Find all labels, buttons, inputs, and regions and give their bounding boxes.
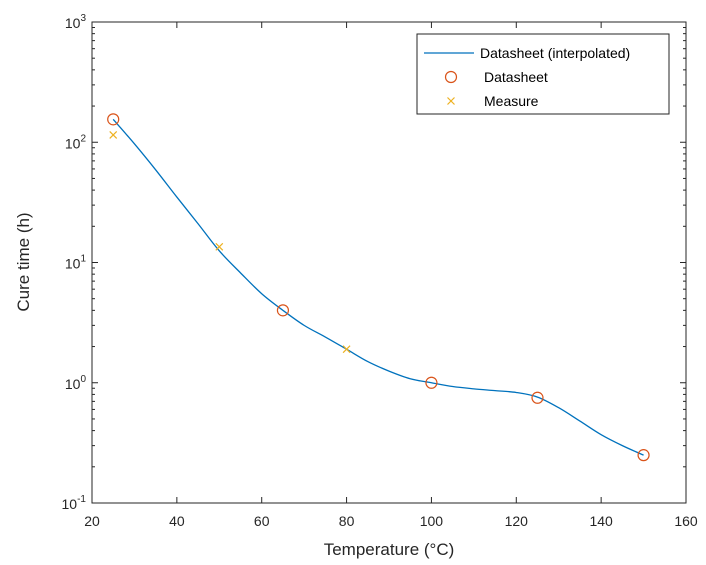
y-tick-label: 100 bbox=[65, 374, 87, 392]
x-tick-label: 140 bbox=[589, 513, 613, 529]
datasheet-point bbox=[531, 391, 544, 404]
legend: Datasheet (interpolated) Datasheet Measu… bbox=[416, 33, 670, 115]
y-axis-label: Cure time (h) bbox=[14, 212, 33, 311]
legend-label-interpolated: Datasheet (interpolated) bbox=[480, 45, 630, 61]
x-tick-label: 160 bbox=[674, 513, 698, 529]
x-tick-label: 120 bbox=[505, 513, 529, 529]
legend-circle-marker bbox=[444, 70, 458, 84]
x-tick-label: 40 bbox=[169, 513, 185, 529]
y-tick-label: 102 bbox=[65, 133, 87, 151]
x-axis-label: Temperature (°C) bbox=[324, 540, 455, 559]
legend-x-marker bbox=[447, 97, 455, 105]
x-axis-ticks: 20 40 60 80 100 120 140 160 bbox=[84, 22, 698, 529]
y-tick-label: 101 bbox=[65, 254, 87, 272]
datasheet-point bbox=[107, 113, 120, 126]
x-tick-label: 60 bbox=[254, 513, 270, 529]
measure-point bbox=[215, 242, 224, 251]
datasheet-point bbox=[637, 449, 650, 462]
legend-label-measure: Measure bbox=[484, 93, 539, 109]
measure-point bbox=[342, 345, 351, 354]
datasheet-point bbox=[425, 376, 438, 389]
measure-point bbox=[109, 131, 118, 139]
axes-box bbox=[91, 21, 687, 504]
datasheet-point bbox=[276, 304, 290, 317]
legend-label-datasheet: Datasheet bbox=[484, 69, 548, 85]
interpolated-line bbox=[112, 118, 644, 456]
series-layer bbox=[107, 113, 650, 462]
legend-box bbox=[416, 33, 670, 115]
y-tick-label: 103 bbox=[65, 13, 87, 31]
x-tick-label: 20 bbox=[84, 513, 100, 529]
x-tick-label: 80 bbox=[339, 513, 355, 529]
x-tick-label: 100 bbox=[420, 513, 444, 529]
y-tick-label: 10-1 bbox=[62, 494, 87, 512]
